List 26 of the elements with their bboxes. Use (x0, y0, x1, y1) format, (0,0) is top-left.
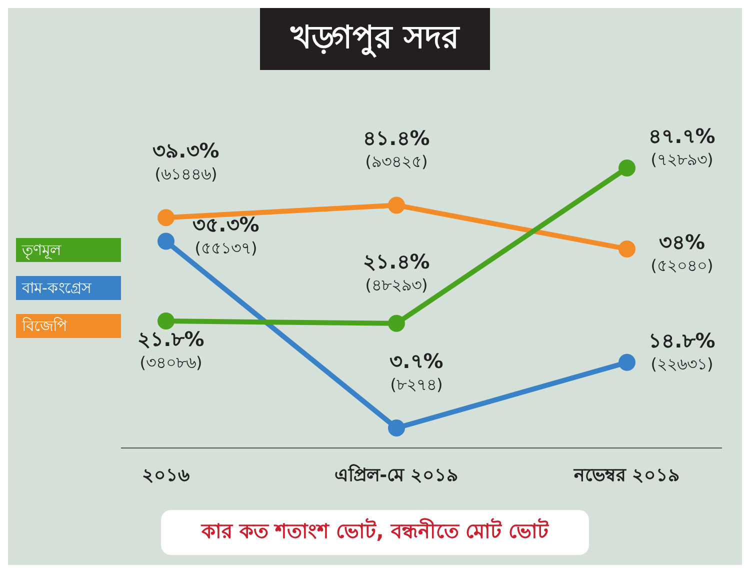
data-label: ৩৫.৩% (৫৫১৩৭) (192, 212, 260, 258)
point (158, 312, 174, 330)
x-tick-label: ২০১৬ (142, 464, 190, 486)
data-label: ৪১.৪% (৯৩৪২৫) (363, 126, 430, 172)
data-label: ২১.৮% (৩৪০৮৬) (138, 327, 204, 372)
data-label: ৩৪% (৫২০৪০) (650, 230, 714, 275)
text: বিজেপি (16, 314, 121, 338)
point (158, 209, 174, 226)
point (158, 232, 174, 250)
data-label: ২১.৪% (৪৮২৯৩) (363, 249, 430, 294)
text: বাম-কংগ্রেস (16, 276, 121, 300)
point (388, 196, 405, 214)
x-tick-label: নভেম্বর ২০১৯ (572, 464, 680, 486)
x-tick-label: এপ্রিল-মে ২০১৯ (334, 464, 458, 486)
chart-title: খড়্গপুর সদর (260, 8, 490, 70)
point (388, 314, 405, 332)
text: তৃণমূল (16, 238, 121, 262)
point (618, 354, 636, 371)
text: কার কত শতাংশ ভোট, বন্ধনীতে মোট ভোট (161, 510, 589, 555)
data-label: ৪৭.৭% (৭২৮৯৩) (648, 124, 716, 169)
point (618, 240, 636, 258)
data-label: ৩৯.৩% (৬১৪৪৬) (152, 138, 220, 184)
data-label: ৩.৭% (৮২৭৪) (390, 349, 444, 394)
point (618, 160, 636, 176)
data-label: ১৪.৮% (২২৬৩১) (648, 328, 716, 374)
point (388, 420, 405, 436)
